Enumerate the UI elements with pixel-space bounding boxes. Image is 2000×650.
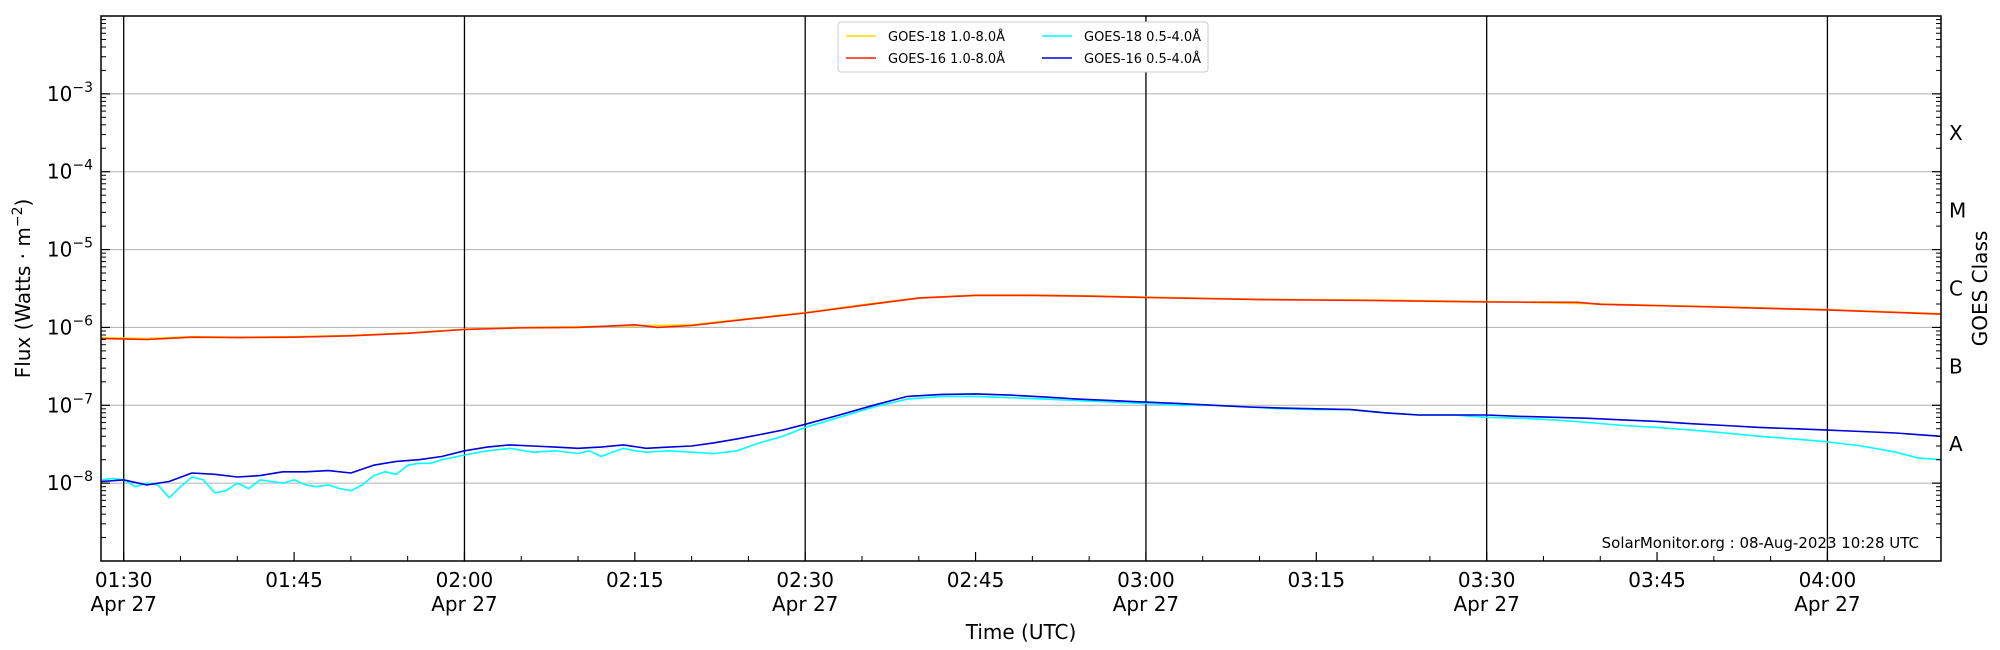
y-tick-base: 10 bbox=[47, 315, 72, 339]
plot-frame bbox=[100, 15, 1942, 562]
y-tick-base: 10 bbox=[47, 82, 72, 106]
series-lines bbox=[100, 294, 1942, 499]
y-tick-label: 10−5 bbox=[47, 236, 93, 262]
x-tick-label: 01:30 bbox=[95, 568, 153, 592]
y-tick-base: 10 bbox=[47, 160, 72, 184]
goes-class-label: C bbox=[1949, 277, 1963, 301]
x-tick-date-label: Apr 27 bbox=[772, 592, 838, 616]
y-axis-title-sup: −2 bbox=[10, 207, 26, 228]
x-tick-label: 04:00 bbox=[1799, 568, 1857, 592]
axis-ticks bbox=[101, 19, 1942, 561]
legend-label: GOES-18 1.0-8.0Å bbox=[888, 29, 1005, 45]
x-tick-label: 01:45 bbox=[265, 568, 323, 592]
y-tick-label: 10−3 bbox=[47, 80, 93, 106]
legend-label: GOES-16 1.0-8.0Å bbox=[888, 51, 1005, 67]
x-tick-label: 03:15 bbox=[1287, 568, 1345, 592]
y-tick-base: 10 bbox=[47, 471, 72, 495]
legend-label: GOES-18 0.5-4.0Å bbox=[1084, 29, 1201, 45]
legend-box bbox=[837, 21, 1209, 73]
y-tick-label: 10−6 bbox=[47, 313, 93, 339]
right-axis-title: GOES Class bbox=[1968, 231, 1992, 347]
x-tick-label: 03:00 bbox=[1117, 568, 1175, 592]
y-axis-title-main: Flux (Watts · m bbox=[11, 227, 35, 378]
series-line bbox=[100, 294, 1942, 341]
series-line bbox=[100, 393, 1942, 486]
series-line bbox=[100, 395, 1942, 499]
x-tick-label: 02:30 bbox=[776, 568, 834, 592]
x-tick-date-label: Apr 27 bbox=[91, 592, 157, 616]
goes-class-label: B bbox=[1949, 354, 1963, 378]
x-tick-label: 02:15 bbox=[606, 568, 664, 592]
y-tick-exponent: −8 bbox=[72, 469, 93, 485]
legend: GOES-18 1.0-8.0Å GOES-16 1.0-8.0Å GOES-18 … bbox=[837, 21, 1209, 73]
day-boundary-lines bbox=[123, 16, 1829, 561]
x-tick-date-label: Apr 27 bbox=[1794, 592, 1860, 616]
y-tick-base: 10 bbox=[47, 393, 72, 417]
x-tick-label: 03:45 bbox=[1628, 568, 1686, 592]
grid-lines bbox=[101, 93, 1941, 484]
x-axis-title: Time (UTC) bbox=[965, 620, 1077, 644]
credit-annotation: SolarMonitor.org : 08-Aug-2023 10:28 UTC bbox=[1602, 534, 1919, 552]
x-tick-label: 02:00 bbox=[436, 568, 494, 592]
x-tick-label: 02:45 bbox=[947, 568, 1005, 592]
y-tick-exponent: −7 bbox=[72, 391, 93, 407]
x-tick-date-label: Apr 27 bbox=[1453, 592, 1519, 616]
y-tick-exponent: −4 bbox=[72, 158, 93, 174]
y-axis-title: Flux (Watts · m−2) bbox=[10, 199, 35, 379]
y-tick-exponent: −6 bbox=[72, 313, 93, 329]
x-tick-date-label: Apr 27 bbox=[1113, 592, 1179, 616]
y-axis-title-close: ) bbox=[11, 199, 35, 207]
x-tick-date-label: Apr 27 bbox=[431, 592, 497, 616]
y-tick-label: 10−7 bbox=[47, 391, 93, 417]
y-tick-label: 10−8 bbox=[47, 469, 93, 495]
y-tick-label: 10−4 bbox=[47, 158, 93, 184]
goes-class-label: X bbox=[1949, 121, 1963, 145]
goes-class-label: M bbox=[1949, 199, 1966, 223]
y-tick-exponent: −3 bbox=[72, 80, 93, 96]
y-tick-base: 10 bbox=[47, 238, 72, 262]
series-line bbox=[100, 294, 1942, 340]
legend-label: GOES-16 0.5-4.0Å bbox=[1084, 51, 1201, 67]
y-tick-exponent: −5 bbox=[72, 236, 93, 252]
goes-class-label: A bbox=[1949, 432, 1963, 456]
x-tick-label: 03:30 bbox=[1458, 568, 1516, 592]
